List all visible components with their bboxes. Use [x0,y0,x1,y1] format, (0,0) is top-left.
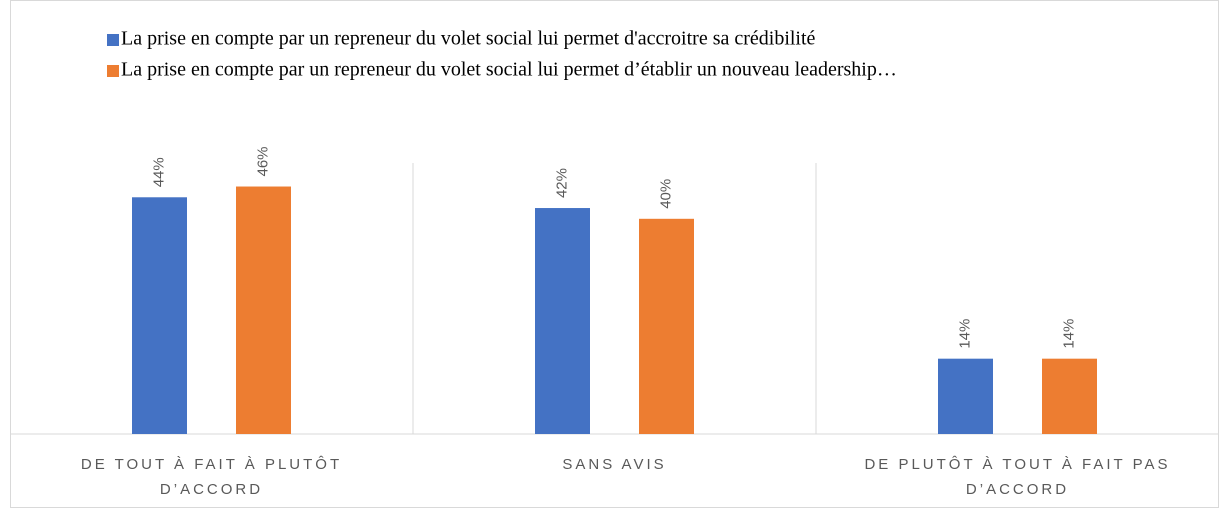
bar [938,358,993,434]
value-label: 40% [657,179,674,209]
bar [236,186,291,434]
x-tick-label: SANS AVIS [562,456,667,473]
bar [639,218,694,434]
legend-label: La prise en compte par un repreneur du v… [121,28,816,50]
legend-swatch [107,65,119,77]
legend-swatch [107,34,119,46]
value-label: 46% [254,146,271,176]
x-tick-label: DE PLUTÔT À TOUT À FAIT PAS D’ACCORD [864,456,1171,498]
x-tick-label: DE TOUT À FAIT À PLUTÔT D’ACCORD [80,456,343,498]
bar [1042,358,1097,434]
legend-label: La prise en compte par un repreneur du v… [121,59,897,81]
value-label: 42% [553,168,570,198]
value-label: 44% [150,157,167,187]
value-label: 14% [956,319,973,349]
bar [535,208,590,434]
value-label: 14% [1060,319,1077,349]
bar [132,197,187,434]
